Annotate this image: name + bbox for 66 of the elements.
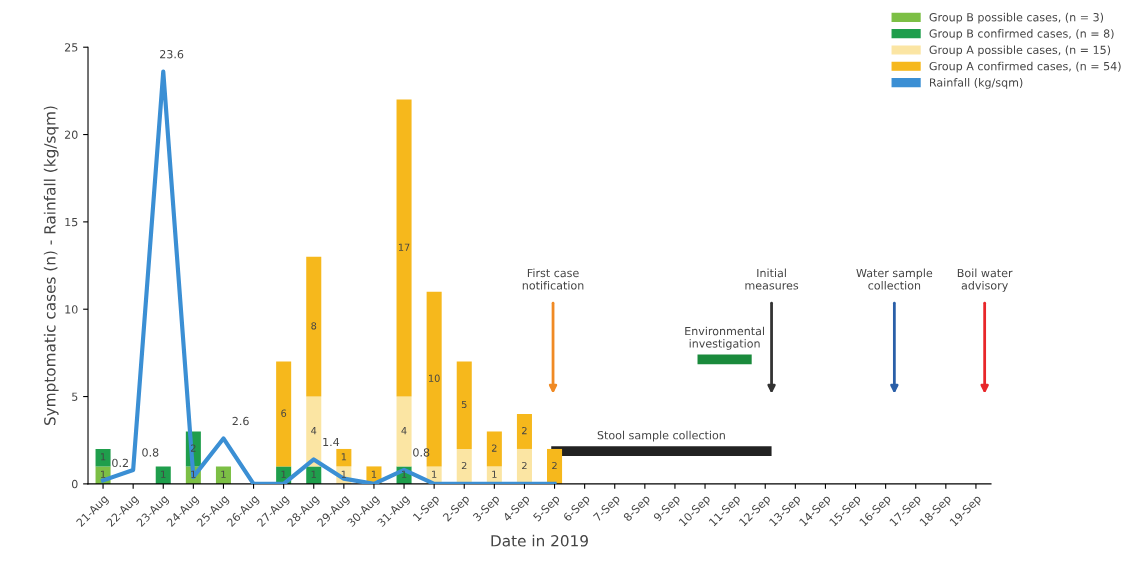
data-label: 2 xyxy=(522,426,527,435)
legend-label: Rainfall (kg/sqm) xyxy=(929,78,1023,89)
data-label: 2 xyxy=(491,444,497,452)
y-tick-label: 0 xyxy=(71,479,78,489)
data-label: 1 xyxy=(161,470,166,478)
data-label: 8 xyxy=(311,322,317,330)
data-label: 2 xyxy=(552,461,557,470)
data-label: 1 xyxy=(371,470,377,478)
data-label: 2 xyxy=(522,461,527,470)
legend-label: Group A confirmed cases, (n = 54) xyxy=(929,61,1121,73)
bar xyxy=(516,414,532,449)
bar xyxy=(215,466,231,484)
bar xyxy=(306,256,322,397)
data-label: 1 xyxy=(191,470,196,478)
bar xyxy=(155,466,171,484)
legend-label: Group A possible cases, (n = 15) xyxy=(929,45,1111,57)
data-label: 1 xyxy=(432,470,437,478)
legend-label: Group B possible cases, (n = 3) xyxy=(929,12,1104,24)
x-axis-title: Date in 2019 xyxy=(491,534,588,547)
data-label: 2.6 xyxy=(232,416,249,426)
data-label: 1 xyxy=(281,470,286,478)
data-label: 1 xyxy=(221,470,226,478)
data-label: 0.2 xyxy=(112,458,128,468)
data-label: 4 xyxy=(311,427,317,435)
data-label: 4 xyxy=(401,427,407,435)
data-label: 1 xyxy=(492,470,497,478)
annotation: Initial measures xyxy=(745,268,799,290)
y-tick-label: 20 xyxy=(64,130,78,139)
bar xyxy=(456,448,472,484)
data-label: 1 xyxy=(311,470,316,478)
bar xyxy=(486,431,502,467)
bar xyxy=(396,396,412,467)
annotation: Boil water advisory xyxy=(957,268,1013,292)
data-label: 1 xyxy=(341,453,347,461)
bar xyxy=(336,448,352,467)
data-label: 2 xyxy=(461,461,467,470)
y-axis-title: Symptomatic cases (n) - Rainfall (kg/sqm) xyxy=(43,106,59,426)
annotation: First case notification xyxy=(522,268,584,290)
bar xyxy=(306,396,322,467)
y-tick-label: 5 xyxy=(72,392,78,401)
data-label: 10 xyxy=(429,374,440,382)
data-label: 0.8 xyxy=(142,448,159,457)
data-label: 6 xyxy=(281,409,287,417)
data-label: 1 xyxy=(101,470,106,478)
bar xyxy=(276,361,292,467)
data-label: 5 xyxy=(461,400,467,409)
bar xyxy=(547,448,563,484)
bar xyxy=(516,448,532,484)
data-label: 17 xyxy=(398,243,410,251)
data-label: 1 xyxy=(101,453,106,461)
annotation: Water sample collection xyxy=(856,268,933,290)
annotation: Environmental investigation xyxy=(685,326,764,350)
bar xyxy=(396,99,412,397)
data-label: 1.4 xyxy=(323,437,340,447)
data-label: 23.6 xyxy=(160,49,184,59)
data-label: 2 xyxy=(190,444,196,452)
y-tick-label: 15 xyxy=(65,218,78,227)
bar xyxy=(456,361,472,449)
legend-label: Group B confirmed cases, (n = 8) xyxy=(929,29,1114,40)
bar xyxy=(95,448,111,467)
annotation: Stool sample collection xyxy=(597,430,725,442)
data-label: 1 xyxy=(341,470,347,478)
y-tick-label: 25 xyxy=(64,43,78,52)
data-label: 1 xyxy=(402,470,407,478)
bar xyxy=(306,466,322,484)
y-tick-label: 10 xyxy=(65,305,78,314)
